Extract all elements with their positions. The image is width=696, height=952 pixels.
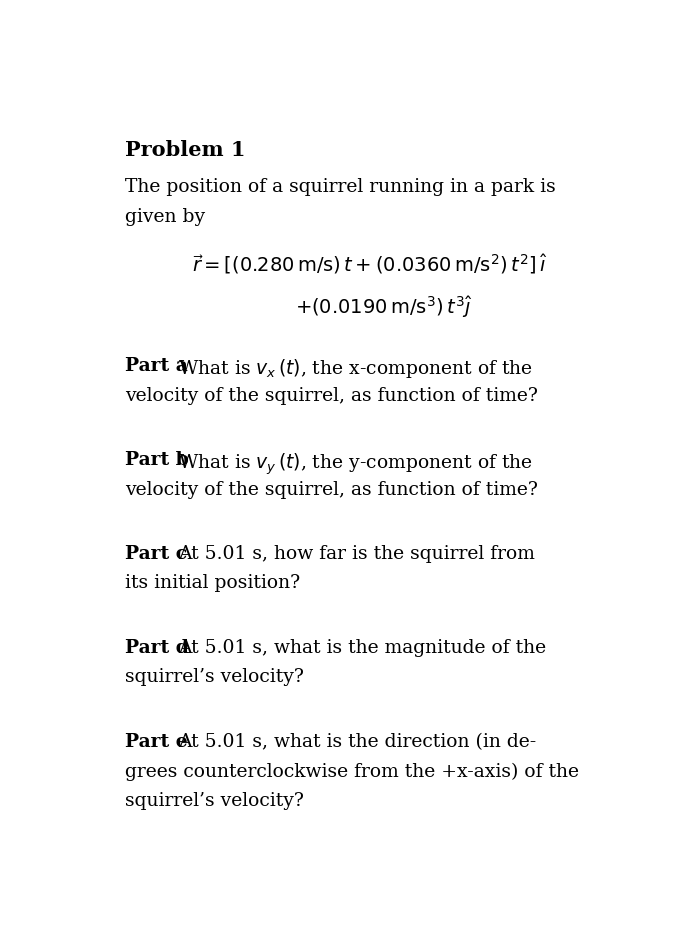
- Text: At 5.01 s, what is the direction (in de-: At 5.01 s, what is the direction (in de-: [177, 732, 536, 750]
- Text: its initial position?: its initial position?: [125, 574, 300, 592]
- Text: squirrel’s velocity?: squirrel’s velocity?: [125, 667, 303, 685]
- Text: What is $v_y\,(t)$, the y-component of the: What is $v_y\,(t)$, the y-component of t…: [177, 450, 532, 476]
- Text: The position of a squirrel running in a park is: The position of a squirrel running in a …: [125, 178, 555, 196]
- Text: Part c: Part c: [125, 545, 187, 563]
- Text: Part d: Part d: [125, 639, 189, 656]
- Text: grees counterclockwise from the +x-axis) of the: grees counterclockwise from the +x-axis)…: [125, 762, 579, 780]
- Text: Part a: Part a: [125, 357, 187, 375]
- Text: Part e: Part e: [125, 732, 187, 750]
- Text: $+ (0.0190\,\mathrm{m/s^3})\,t^3\hat{\jmath}$: $+ (0.0190\,\mathrm{m/s^3})\,t^3\hat{\jm…: [294, 294, 473, 320]
- Text: At 5.01 s, what is the magnitude of the: At 5.01 s, what is the magnitude of the: [177, 639, 546, 656]
- Text: Problem 1: Problem 1: [125, 140, 245, 160]
- Text: Part b: Part b: [125, 450, 189, 468]
- Text: squirrel’s velocity?: squirrel’s velocity?: [125, 791, 303, 809]
- Text: What is $v_x\,(t)$, the x-component of the: What is $v_x\,(t)$, the x-component of t…: [177, 357, 532, 380]
- Text: given by: given by: [125, 208, 205, 226]
- Text: velocity of the squirrel, as function of time?: velocity of the squirrel, as function of…: [125, 387, 537, 405]
- Text: At 5.01 s, how far is the squirrel from: At 5.01 s, how far is the squirrel from: [177, 545, 535, 563]
- Text: velocity of the squirrel, as function of time?: velocity of the squirrel, as function of…: [125, 480, 537, 498]
- Text: $\vec{r} = [(0.280\,\mathrm{m/s})\,t + (0.0360\,\mathrm{m/s^2})\,t^2]\,\hat{\ima: $\vec{r} = [(0.280\,\mathrm{m/s})\,t + (…: [193, 251, 548, 275]
